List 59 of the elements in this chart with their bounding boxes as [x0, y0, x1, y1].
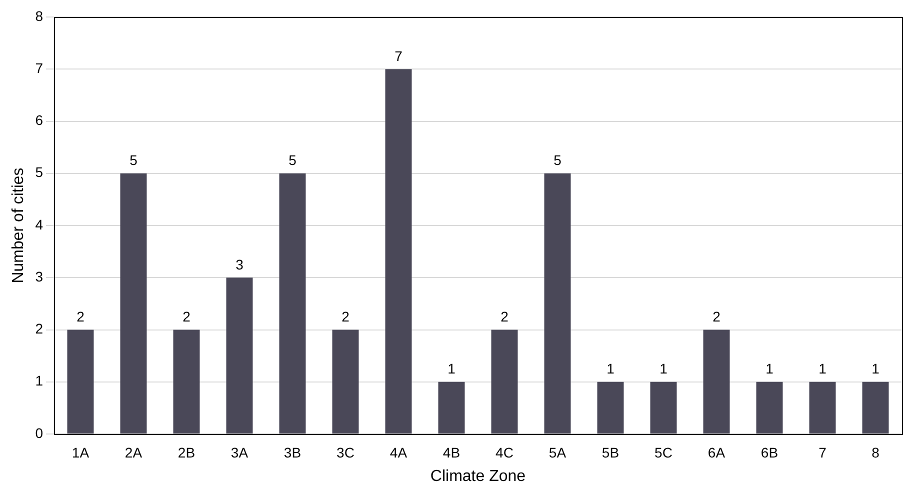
x-tick-label: 4B [442, 444, 460, 460]
x-tick-label: 7 [818, 444, 827, 460]
data-label: 5 [288, 152, 297, 168]
bar [226, 278, 253, 434]
x-tick-label: 6A [708, 444, 726, 460]
x-tick-label: 4A [390, 444, 408, 460]
bar [491, 330, 518, 434]
data-label: 3 [236, 256, 244, 272]
x-tick-label: 4C [496, 444, 514, 460]
x-tick-label: 3B [284, 444, 302, 460]
bar [809, 382, 836, 434]
data-label: 1 [448, 360, 456, 377]
data-label: 2 [76, 308, 85, 325]
y-tick-label: 3 [35, 268, 44, 284]
bar [597, 382, 624, 434]
bar [862, 382, 889, 434]
y-tick-label: 4 [35, 216, 44, 232]
data-label: 2 [500, 308, 509, 325]
x-tick-label: 3A [230, 444, 249, 460]
data-label: 2 [342, 308, 350, 325]
bar [332, 330, 359, 434]
bar [544, 173, 571, 434]
data-label: 1 [660, 360, 668, 377]
y-tick-label: 8 [35, 8, 44, 24]
bar [173, 330, 200, 434]
bar [67, 330, 94, 434]
x-tick-label: 3C [336, 444, 354, 460]
y-tick-label: 0 [35, 424, 44, 441]
x-tick-label: 1A [72, 444, 90, 460]
data-label: 1 [818, 360, 827, 377]
data-label: 2 [712, 308, 721, 325]
bar [120, 173, 147, 434]
y-tick-label: 5 [35, 164, 44, 180]
data-label: 5 [554, 152, 562, 168]
x-tick-label: 6B [760, 444, 778, 460]
bar [756, 382, 783, 434]
y-tick-label: 6 [35, 112, 44, 128]
data-label: 1 [872, 360, 880, 377]
data-label: 5 [130, 152, 138, 168]
x-tick-label: 2A [124, 444, 143, 460]
bar [279, 173, 306, 434]
bar [385, 69, 412, 434]
bar [438, 382, 465, 434]
y-axis-title: Number of cities [10, 168, 28, 284]
bar [703, 330, 730, 434]
bar [650, 382, 677, 434]
data-label: 1 [606, 360, 615, 377]
data-label: 2 [182, 308, 191, 325]
y-tick-label: 1 [35, 372, 44, 389]
data-label: 7 [394, 48, 403, 64]
x-axis-title: Climate Zone [430, 468, 526, 485]
x-tick-label: 5C [654, 444, 672, 460]
data-label: 1 [766, 360, 774, 377]
x-tick-label: 2B [178, 444, 196, 460]
y-tick-label: 2 [35, 320, 44, 337]
x-tick-label: 5A [548, 444, 567, 460]
y-tick-label: 7 [35, 60, 44, 76]
x-tick-label: 5B [602, 444, 620, 460]
x-tick-label: 8 [872, 444, 880, 460]
